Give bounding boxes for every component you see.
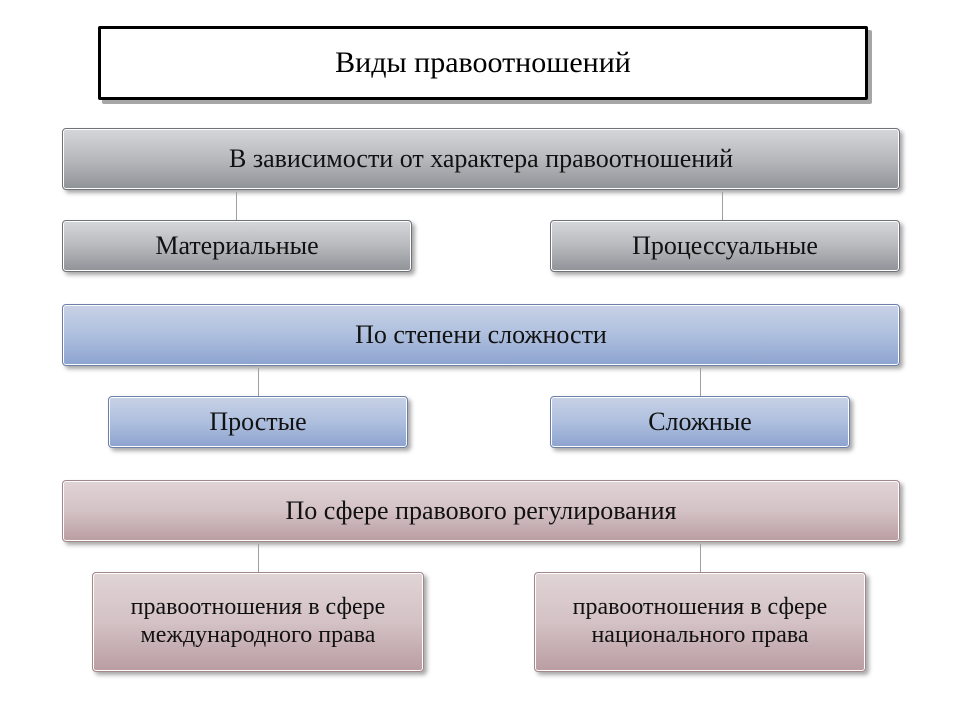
connector-g2-right	[700, 368, 701, 396]
group2-header: По степени сложности	[62, 304, 900, 366]
group1-header-text: В зависимости от характера правоотношени…	[229, 144, 733, 174]
connector-g1-left	[236, 192, 237, 220]
title-text: Виды правоотношений	[335, 46, 631, 81]
connector-g1-right	[722, 192, 723, 220]
group1-left: Материальные	[62, 220, 412, 272]
group1-right: Процессуальные	[550, 220, 900, 272]
connector-g2-left	[258, 368, 259, 396]
group1-header: В зависимости от характера правоотношени…	[62, 128, 900, 190]
group3-left-text: правоотношения в сфере международного пр…	[103, 594, 413, 649]
group1-left-text: Материальные	[155, 231, 318, 261]
group2-header-text: По степени сложности	[355, 320, 607, 350]
group2-left-text: Простые	[209, 407, 306, 437]
connector-g3-right	[700, 544, 701, 572]
group2-right-text: Сложные	[648, 407, 752, 437]
group3-right: правоотношения в сфере национального пра…	[534, 572, 866, 672]
group3-left: правоотношения в сфере международного пр…	[92, 572, 424, 672]
group3-header-text: По сфере правового регулирования	[286, 496, 677, 526]
connector-g3-left	[258, 544, 259, 572]
group2-left: Простые	[108, 396, 408, 448]
group3-header: По сфере правового регулирования	[62, 480, 900, 542]
title-box: Виды правоотношений	[98, 26, 868, 100]
group1-right-text: Процессуальные	[632, 231, 818, 261]
group2-right: Сложные	[550, 396, 850, 448]
group3-right-text: правоотношения в сфере национального пра…	[545, 594, 855, 649]
